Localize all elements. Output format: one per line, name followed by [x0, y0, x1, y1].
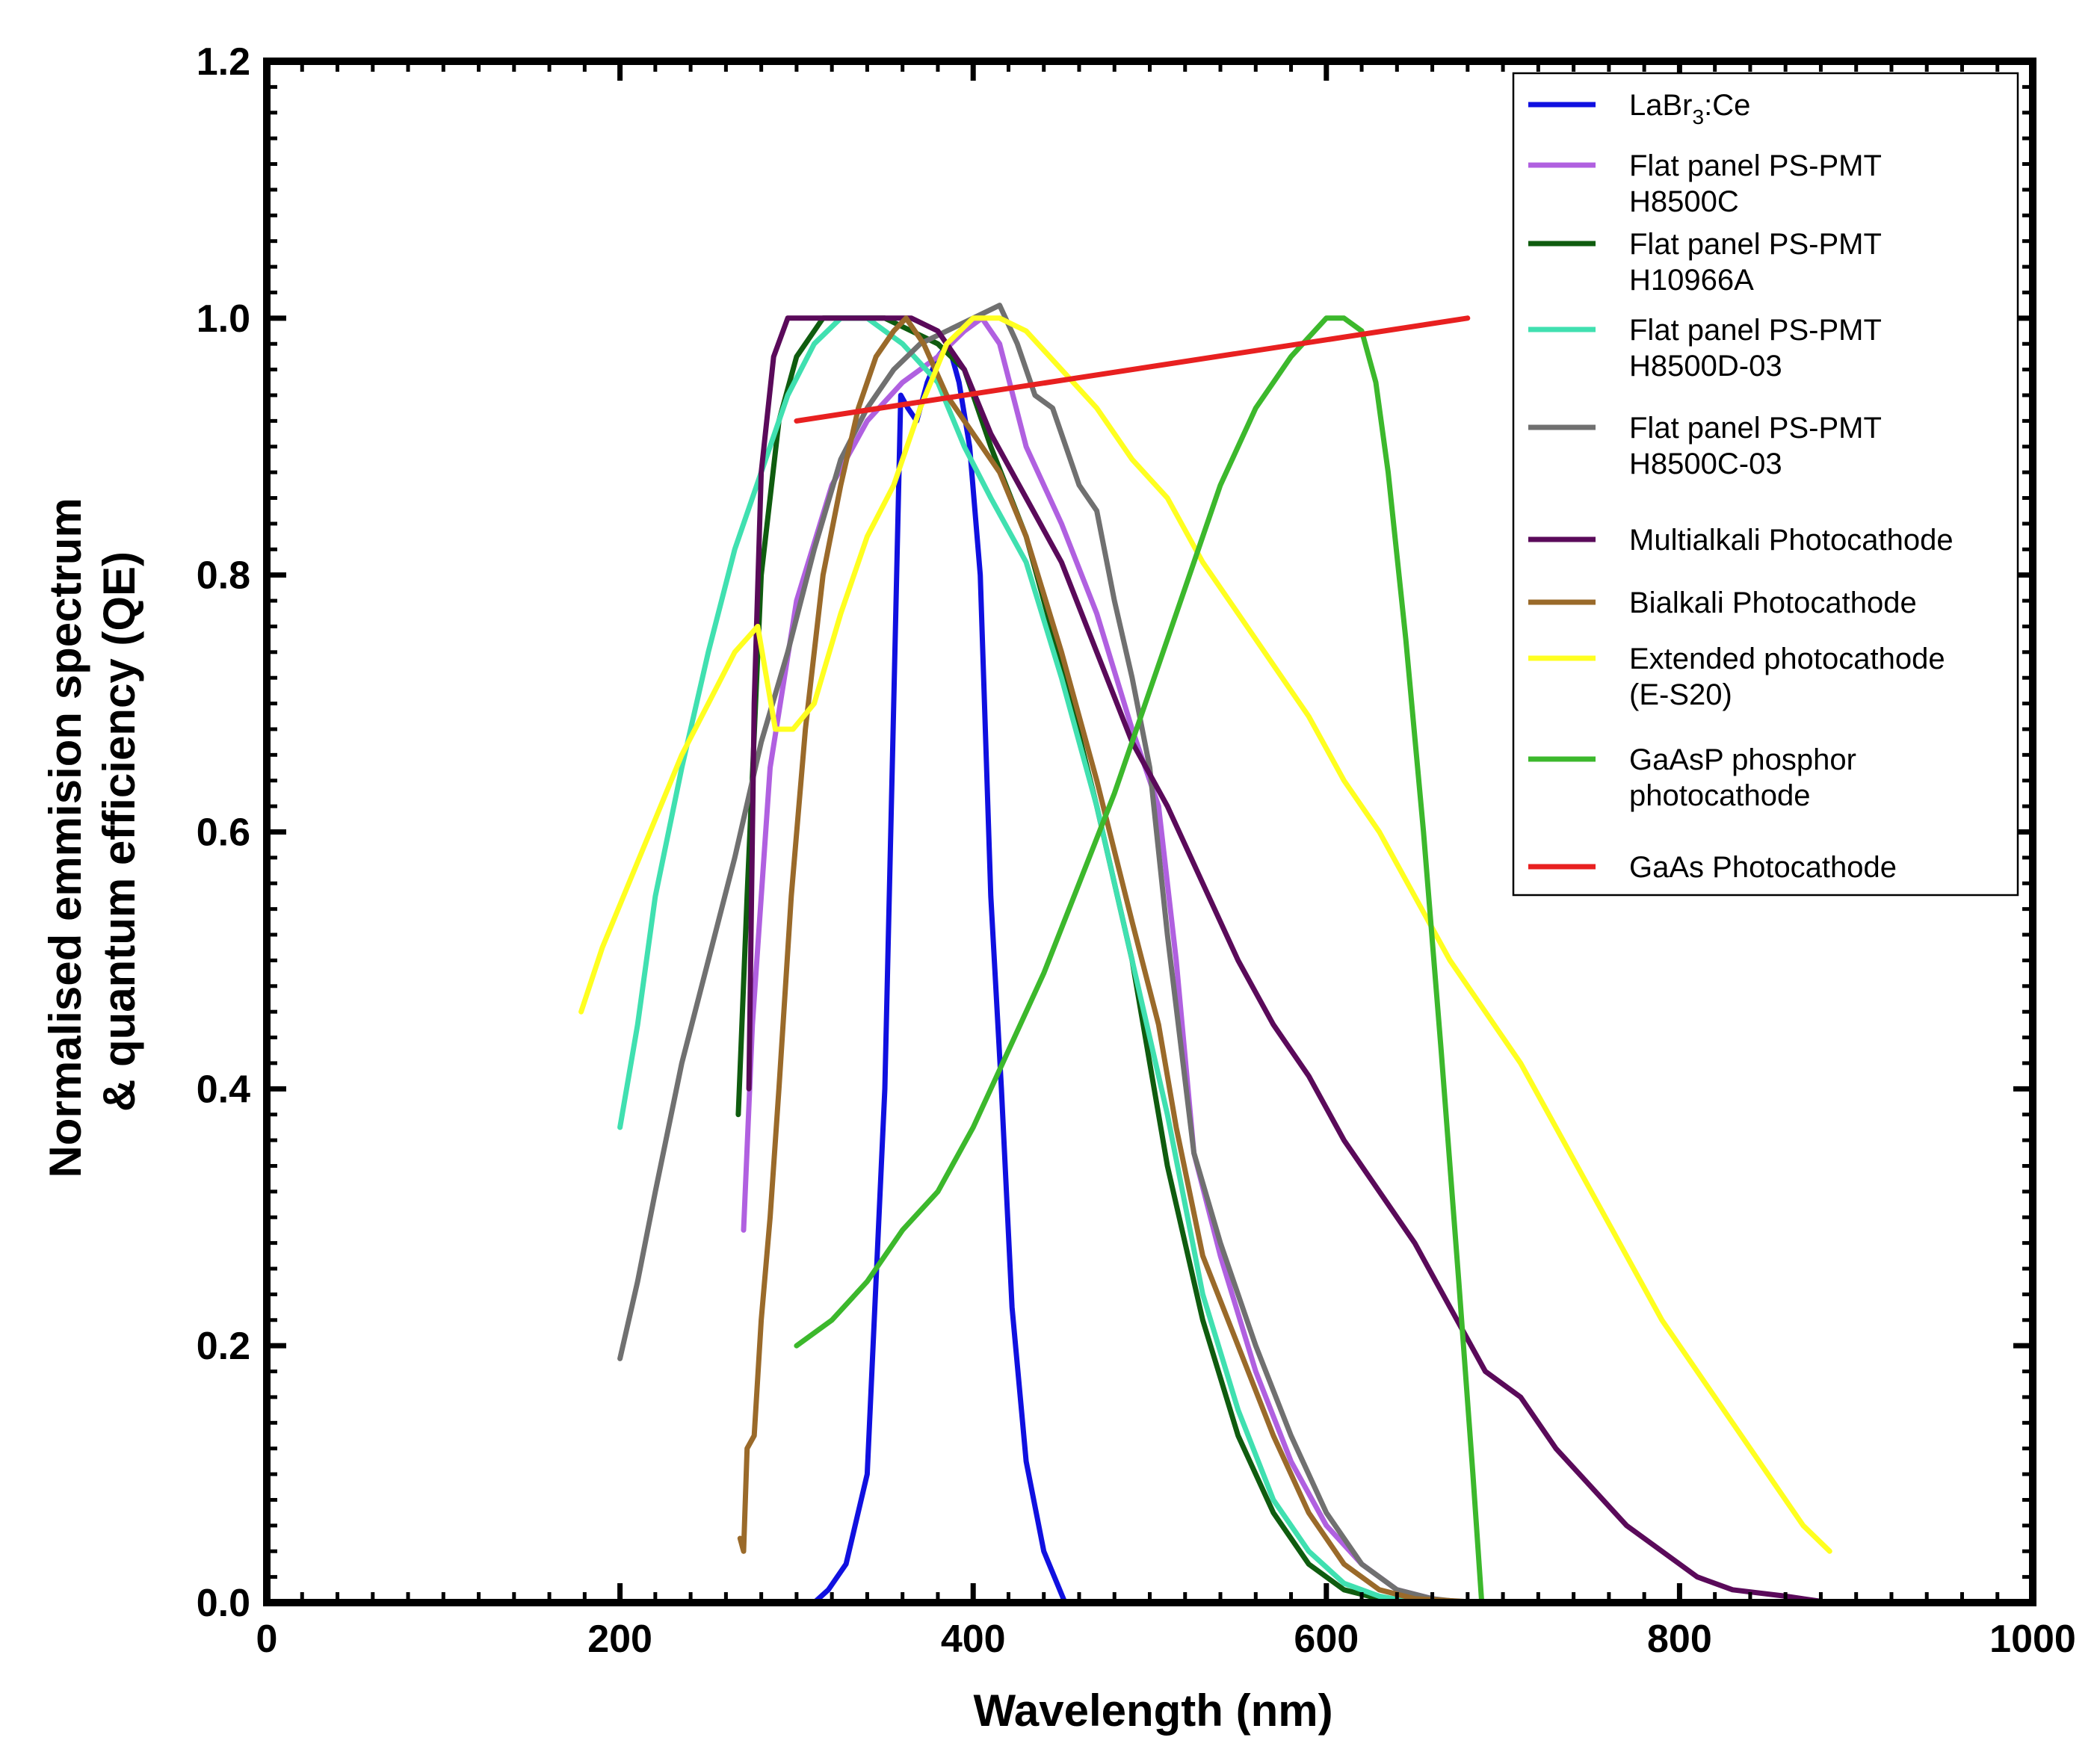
- legend-label-line: GaAsP phosphor: [1629, 743, 1856, 776]
- y-tick-label: 0.6: [197, 811, 250, 855]
- y-axis-label-line-1: Normalised emmision spectrum: [40, 498, 90, 1177]
- x-tick-label: 600: [1294, 1618, 1359, 1661]
- y-tick-label: 1.2: [197, 40, 250, 84]
- y-tick-label: 0.0: [197, 1582, 250, 1625]
- legend-label-subscript: 3: [1693, 105, 1705, 129]
- legend-label-line: Flat panel PS-PMT: [1629, 228, 1882, 261]
- y-tick-label: 1.0: [197, 297, 250, 341]
- series-line-3: [735, 315, 1409, 1606]
- legend-label-tail: :Ce: [1704, 89, 1750, 122]
- y-tick-label: 0.8: [197, 554, 250, 598]
- legend-label-3: Flat panel PS-PMT H10966A: [1629, 228, 1882, 297]
- legend-label-line: Extended photocathode: [1629, 643, 1945, 675]
- legend-label-line: Bialkali Photocathode: [1629, 587, 1917, 619]
- minor-ticks: [267, 61, 2033, 1603]
- series-line-4: [617, 315, 1418, 1606]
- legend-label-10: GaAs Photocathode: [1629, 851, 1897, 884]
- legend-label-line: H8500C: [1629, 185, 1739, 218]
- tick-labels: 0 200 400 600 800 1000 0.0 0.2 0.4 0.6 0.8 1.0 1.2: [197, 40, 2076, 1661]
- legend-label-line: Flat panel PS-PMT: [1629, 314, 1882, 347]
- x-tick-label: 200: [587, 1618, 652, 1661]
- legend-label-line: photocathode: [1629, 779, 1810, 812]
- legend-label-line: Flat panel PS-PMT: [1629, 412, 1882, 445]
- y-tick-label: 0.4: [197, 1068, 250, 1111]
- legend-label-main: LaBr: [1629, 89, 1693, 122]
- legend-label-1: LaBr3:Ce: [1629, 89, 1750, 129]
- legend-label-4: Flat panel PS-PMT H8500D-03: [1629, 314, 1882, 383]
- legend-label-9: GaAsP phosphor photocathode: [1629, 743, 1856, 812]
- legend-label-2: Flat panel PS-PMT H8500C: [1629, 149, 1882, 218]
- legend-label-line: H10966A: [1629, 264, 1754, 297]
- legend-label-5: Flat panel PS-PMT H8500C-03: [1629, 412, 1882, 480]
- series-line-9: [794, 315, 1485, 1606]
- major-ticks: [264, 58, 2036, 1606]
- x-axis-label: Wavelength (nm): [973, 1686, 1332, 1736]
- x-tick-label: 0: [256, 1618, 278, 1661]
- legend-label-line: Flat panel PS-PMT: [1629, 149, 1882, 182]
- series-layer: [578, 303, 1832, 1606]
- x-tick-label: 400: [941, 1618, 1006, 1661]
- series-line-6: [746, 315, 1832, 1606]
- y-axis-label-line-2: & quantum efficiency (QE): [94, 551, 144, 1112]
- series-line-10: [794, 315, 1471, 424]
- legend-box: [1512, 72, 2019, 897]
- legend-label-line: (E-S20): [1629, 678, 1732, 711]
- x-tick-label: 1000: [1989, 1618, 2076, 1661]
- x-tick-label: 800: [1647, 1618, 1712, 1661]
- y-axis-label: Normalised emmision spectrum & quantum e…: [40, 486, 144, 1178]
- legend-label-line: Multialkali Photocathode: [1629, 524, 1954, 557]
- legend-label-7: Bialkali Photocathode: [1629, 587, 1917, 619]
- series-line-5: [617, 303, 1471, 1606]
- legend-label-line: H8500C-03: [1629, 448, 1782, 480]
- series-line-8: [578, 315, 1832, 1554]
- y-tick-label: 0.2: [197, 1325, 250, 1368]
- legend-label-6: Multialkali Photocathode: [1629, 524, 1954, 557]
- series-line-7: [737, 315, 1488, 1606]
- legend-label-8: Extended photocathode (E-S20): [1629, 643, 1945, 711]
- series-line-2: [741, 315, 1462, 1606]
- legend-label-line: H8500D-03: [1629, 350, 1782, 383]
- legend-label-line: GaAs Photocathode: [1629, 851, 1897, 884]
